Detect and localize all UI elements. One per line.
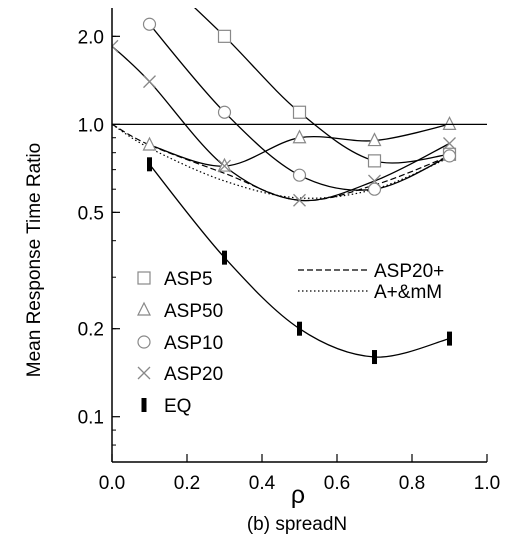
series-line-asp20: [112, 45, 450, 202]
point-asp10: [442, 149, 457, 163]
point-eq: [447, 331, 452, 346]
legend-marker-asp5: [137, 271, 151, 285]
legend-label-asp10: ASP10: [164, 333, 223, 354]
axes: [111, 8, 487, 463]
legend-marker-eq: [141, 398, 147, 412]
point-asp5: [217, 29, 232, 43]
point-asp50: [292, 129, 307, 144]
point-asp5: [367, 154, 382, 168]
point-eq: [147, 157, 152, 172]
chart-caption: (b) spreadN: [247, 514, 347, 535]
legend-marker-asp10: [137, 335, 151, 349]
y-tick-label: 0.5: [78, 203, 104, 224]
x-tick-label: 1.0: [474, 473, 500, 494]
series-line-eq: [148, 163, 450, 358]
legend-label-asp20: ASP20+: [374, 261, 444, 282]
point-asp20: [443, 137, 456, 150]
legend-label-asp20: ASP20: [164, 364, 223, 385]
plot-lines: [112, 8, 450, 358]
legend: ASP5 ASP50 ASP10 ASP20 EQ ASP20+A+&mM: [137, 261, 444, 417]
y-tick-label: 1.0: [78, 115, 104, 136]
point-asp50: [442, 116, 457, 130]
x-tick-label: 0.6: [324, 473, 350, 494]
x-tick-label: 0.4: [249, 473, 276, 494]
y-tick-label: 0.1: [78, 408, 104, 429]
point-asp10: [142, 17, 157, 31]
y-tick-label: 0.2: [78, 320, 104, 341]
point-eq: [372, 350, 377, 365]
legend-label-asp5: ASP5: [164, 269, 213, 290]
point-asp20: [218, 159, 231, 173]
series-line-asp20: [112, 123, 450, 202]
legend-label-a-mm: A+&mM: [374, 282, 442, 303]
point-asp10: [367, 182, 382, 196]
x-tick-label: 0.2: [174, 473, 200, 494]
point-asp20: [112, 39, 119, 53]
point-asp10: [292, 168, 307, 182]
point-asp20: [293, 193, 306, 207]
x-tick-label: 0.8: [399, 473, 425, 494]
point-eq: [297, 321, 302, 336]
point-asp20: [143, 75, 156, 89]
point-eq: [222, 250, 227, 265]
point-asp50: [142, 136, 157, 151]
x-tick-label: 0.0: [99, 473, 125, 494]
ticks: 0.0 0.2 0.4 0.6 0.8 1.0 0.1 0.2 0.5 1.0 2.0: [78, 27, 501, 494]
point-asp10: [217, 105, 232, 119]
legend-marker-asp50: [137, 301, 151, 316]
point-asp20: [368, 174, 381, 188]
legend-label-eq: EQ: [164, 396, 191, 417]
point-asp5: [292, 105, 307, 119]
y-tick-label: 2.0: [78, 27, 104, 48]
legend-marker-asp20: [137, 366, 151, 380]
x-axis-title: ρ: [291, 481, 305, 509]
plot-markers: [112, 17, 457, 365]
series-line-a-mm: [112, 123, 450, 199]
y-axis-title: Mean Response Time Ratio: [24, 143, 45, 377]
legend-label-asp50: ASP50: [164, 301, 223, 322]
point-asp50: [367, 132, 382, 147]
point-asp50: [217, 157, 232, 172]
